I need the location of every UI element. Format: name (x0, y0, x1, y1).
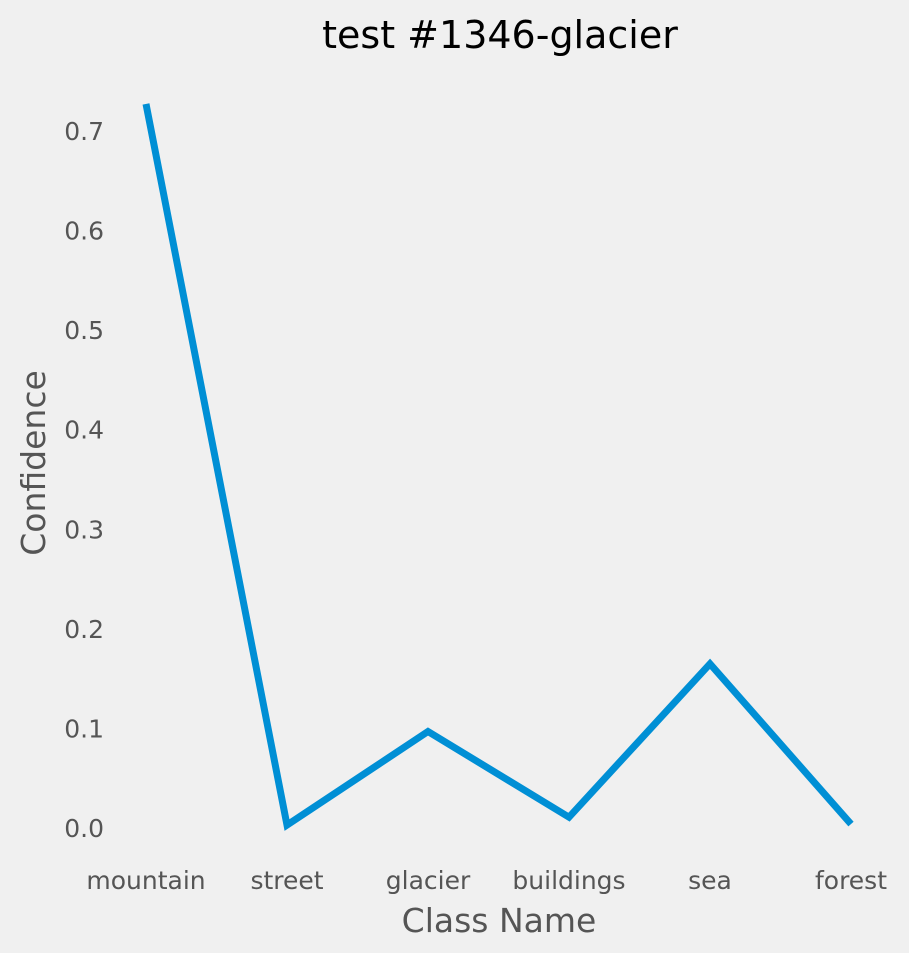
data-point (707, 660, 714, 667)
y-axis-ticks: 0.0 0.1 0.2 0.3 0.4 0.5 0.6 0.7 (64, 117, 104, 843)
x-axis-label: Class Name (402, 901, 597, 940)
series-line (142, 103, 854, 831)
y-tick-label: 0.3 (64, 515, 104, 544)
y-tick-label: 0.2 (64, 615, 104, 644)
x-tick-label: sea (688, 866, 732, 895)
y-tick-label: 0.5 (64, 316, 104, 345)
data-point (566, 814, 573, 821)
x-tick-label: forest (815, 866, 887, 895)
chart-title: test #1346-glacier (322, 13, 678, 57)
y-tick-label: 0.6 (64, 216, 104, 245)
y-tick-label: 0.7 (64, 117, 104, 146)
y-tick-label: 0.0 (64, 814, 104, 843)
data-point (425, 728, 432, 735)
x-tick-label: street (250, 866, 323, 895)
y-tick-label: 0.1 (64, 715, 104, 744)
y-axis-label: Confidence (14, 370, 53, 556)
data-point (143, 100, 150, 107)
x-tick-label: glacier (386, 866, 471, 895)
data-point (284, 822, 291, 829)
x-tick-label: buildings (512, 866, 625, 895)
x-axis-ticks: mountain street glacier buildings sea forest (86, 866, 887, 895)
x-tick-label: mountain (86, 866, 205, 895)
y-tick-label: 0.4 (64, 416, 104, 445)
data-point (848, 821, 855, 828)
